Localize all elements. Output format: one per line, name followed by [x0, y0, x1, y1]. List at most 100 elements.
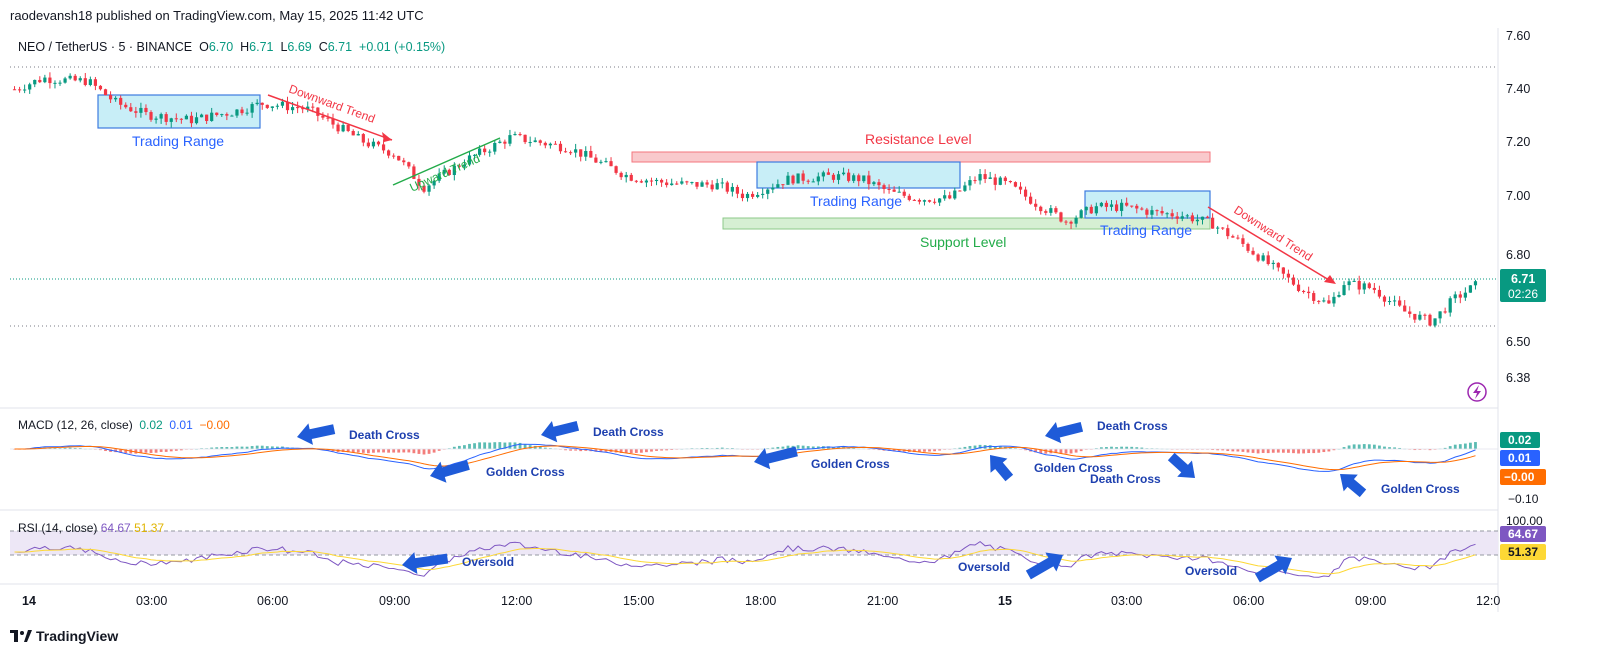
macd-histogram-bar	[1079, 449, 1083, 452]
candle-body	[963, 185, 967, 191]
macd-histogram-bar	[892, 449, 896, 452]
time-tick: 21:00	[867, 594, 898, 608]
macd-histogram-bar	[392, 449, 396, 453]
macd-histogram-bar	[1302, 449, 1305, 454]
resistance-zone[interactable]	[631, 151, 1211, 163]
candle-body	[978, 174, 982, 181]
macd-histogram-bar	[1008, 447, 1012, 449]
candle-body	[781, 184, 785, 186]
candle-body	[371, 141, 376, 147]
candle-body	[917, 199, 922, 202]
current-price-value: 6.71	[1511, 272, 1535, 286]
lightning-icon[interactable]	[1467, 382, 1487, 402]
candle-body	[543, 142, 547, 146]
candle-body	[730, 186, 734, 192]
candle-body	[1296, 284, 1301, 291]
macd-histogram-bar	[720, 447, 724, 449]
macd-axis-value: −0.00	[1504, 470, 1535, 484]
macd-histogram-bar	[1388, 447, 1391, 449]
candle-body	[1165, 213, 1169, 215]
macd-histogram-bar	[99, 449, 102, 451]
golden-cross-arrow-1	[430, 460, 470, 483]
candle-body	[1003, 177, 1007, 182]
macd-histogram-bar	[58, 448, 62, 449]
candle-body	[159, 114, 163, 119]
candle-body	[1362, 283, 1366, 290]
macd-histogram-bar	[1357, 444, 1361, 449]
macd-histogram-bar	[938, 449, 942, 451]
oversold-label-2: Oversold	[958, 560, 1010, 574]
candle-body	[427, 185, 431, 192]
candle-body	[124, 104, 128, 108]
candle-body	[199, 114, 204, 118]
macd-histogram-bar	[928, 449, 931, 452]
tradingview-logo[interactable]: TradingView	[10, 628, 118, 644]
candle-body	[331, 118, 335, 125]
candle-body	[877, 182, 881, 186]
macd-histogram-bar	[372, 449, 375, 453]
open-value: 6.70	[208, 40, 234, 54]
candle-body	[862, 175, 866, 182]
candle-body	[821, 172, 825, 177]
macd-histogram-bar	[1216, 449, 1220, 451]
candle-body	[1190, 215, 1194, 222]
macd-histogram-bar	[1120, 446, 1124, 449]
candle-body	[1246, 243, 1250, 251]
rsi-axis-value: 100.00	[1506, 514, 1543, 528]
candle-body	[907, 195, 911, 200]
candle-body	[28, 84, 32, 90]
downward-trend-line-2[interactable]	[1207, 206, 1335, 284]
macd-histogram-bar	[1372, 444, 1376, 449]
macd-histogram-bar	[1231, 449, 1235, 452]
price-axis[interactable]: 7.60 7.40 7.20 7.00 6.80 6.50 6.38	[1506, 29, 1530, 385]
macd-histogram-bar	[827, 446, 830, 449]
candle-body	[290, 107, 295, 111]
macd-histogram-bar	[574, 449, 578, 451]
candle-body	[48, 77, 52, 84]
macd-histogram-bar	[240, 446, 244, 449]
time-axis[interactable]: 14 03:00 06:00 09:00 12:00 15:00 18:00 2…	[22, 594, 1500, 608]
candle-body	[402, 160, 406, 163]
candle-body	[326, 117, 330, 119]
candle-body	[811, 181, 815, 183]
support-zone[interactable]	[722, 217, 1211, 230]
candle-body	[376, 141, 381, 145]
candle-body	[836, 174, 841, 180]
macd-histogram-bar	[978, 444, 982, 449]
candle-body	[508, 135, 512, 144]
candle-body	[1200, 216, 1205, 220]
macd-histogram-bar	[159, 449, 163, 452]
upward-trend-line[interactable]	[392, 137, 501, 186]
candle-body	[1463, 292, 1467, 298]
close-label: C	[318, 40, 328, 54]
candle-body	[1276, 262, 1280, 268]
macd-histogram-bar	[63, 447, 67, 449]
candle-body	[1251, 250, 1255, 255]
candle-body	[68, 75, 72, 79]
downward-trend-line-1[interactable]	[267, 94, 393, 141]
close-value: 6.71	[327, 40, 353, 54]
candle-body	[1418, 314, 1422, 320]
annotation-arrows	[297, 420, 1367, 583]
candle-body	[1413, 313, 1417, 320]
candle-body	[513, 134, 517, 136]
candle-body	[321, 115, 325, 118]
macd-hist-badge	[1500, 432, 1540, 448]
candle-body	[230, 115, 234, 117]
candle-body	[129, 107, 133, 112]
candle-body	[240, 109, 244, 114]
candle-body	[119, 97, 123, 105]
candle-body	[1286, 273, 1291, 278]
candle-body	[594, 157, 598, 163]
macd-histogram-bar	[1342, 447, 1346, 449]
candle-body	[1160, 211, 1164, 214]
trading-range-box-1[interactable]	[97, 94, 261, 129]
candle-body	[149, 112, 153, 120]
candle-body	[275, 105, 279, 107]
candle-body	[397, 155, 401, 161]
time-tick: 15:00	[623, 594, 654, 608]
candle-body	[953, 190, 957, 199]
candle-body	[1226, 228, 1230, 237]
macd-histogram-bar	[1352, 444, 1356, 449]
